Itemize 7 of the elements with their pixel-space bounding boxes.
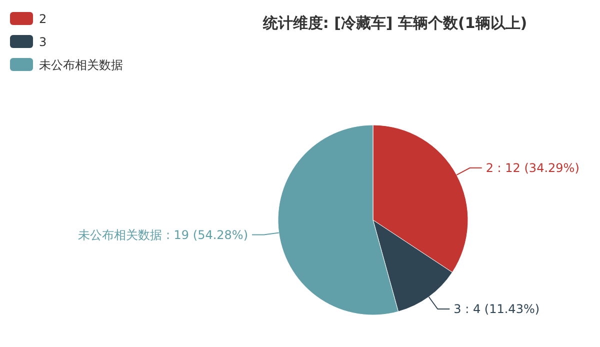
data-label: 未公布相关数据 : 19 (54.28%): [78, 228, 248, 242]
legend-label: 2: [39, 12, 47, 26]
data-label: 3 : 4 (11.43%): [454, 302, 540, 316]
legend-label: 未公布相关数据: [39, 58, 123, 72]
chart-title: 统计维度: [冷藏车] 车辆个数(1辆以上): [262, 14, 528, 32]
data-label: 2 : 12 (34.29%): [486, 160, 580, 175]
legend-label: 3: [39, 35, 47, 49]
